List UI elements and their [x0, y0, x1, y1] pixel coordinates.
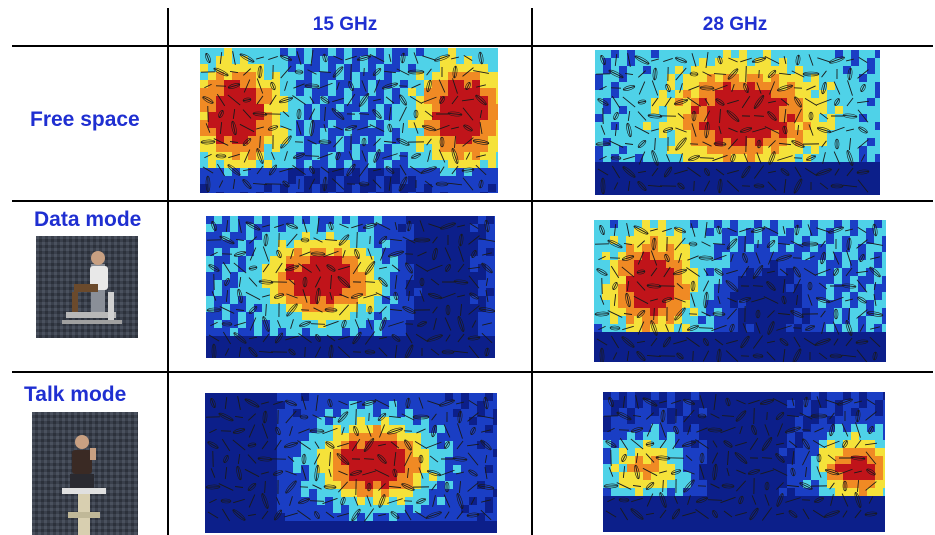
- talk-mode-photo: [32, 412, 138, 535]
- heatmap-svg: [594, 220, 886, 362]
- grid-vertical-2: [531, 8, 533, 535]
- column-header-28ghz: 28 GHz: [702, 14, 768, 35]
- person-in-anechoic-chamber-data-mode-icon: [36, 236, 138, 338]
- heatmap-free-space-15ghz: [200, 48, 498, 193]
- row-label-talk-mode: Talk mode: [24, 383, 127, 406]
- grid-horizontal-2: [12, 200, 933, 202]
- heatmap-svg: [595, 50, 880, 195]
- column-header-15ghz: 15 GHz: [312, 14, 378, 35]
- person-in-anechoic-chamber-talk-mode-icon: [32, 412, 138, 535]
- data-mode-photo: [36, 236, 138, 338]
- grid-vertical-1: [167, 8, 169, 535]
- heatmap-talk-mode-15ghz: [205, 393, 497, 533]
- heatmap-data-mode-15ghz: [206, 216, 495, 358]
- grid-horizontal-3: [12, 371, 933, 373]
- row-label-free-space: Free space: [30, 108, 140, 131]
- heatmap-svg: [206, 216, 495, 358]
- heatmap-talk-mode-28ghz: [603, 392, 885, 532]
- heatmap-free-space-28ghz: [595, 50, 880, 195]
- heatmap-svg: [603, 392, 885, 532]
- row-label-data-mode: Data mode: [34, 208, 142, 231]
- heatmap-svg: [205, 393, 497, 533]
- grid-horizontal-1: [12, 45, 933, 47]
- heatmap-svg: [200, 48, 498, 193]
- heatmap-data-mode-28ghz: [594, 220, 886, 362]
